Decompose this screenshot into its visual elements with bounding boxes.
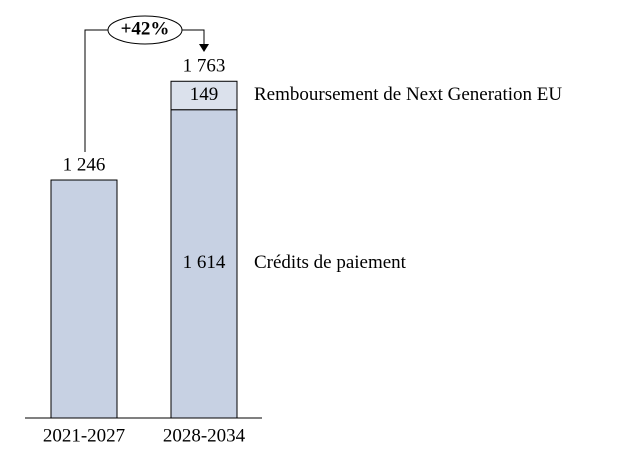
annotation-connector bbox=[182, 29, 205, 46]
bar-segment bbox=[50, 179, 118, 419]
annotation-connector bbox=[84, 29, 108, 152]
value-label: 149 bbox=[190, 84, 219, 105]
annotation-ellipse bbox=[107, 15, 183, 45]
total-label: 1 246 bbox=[63, 154, 106, 175]
annotation: +42% bbox=[121, 18, 170, 39]
annotation-arrow bbox=[199, 44, 209, 52]
total-label: 1 763 bbox=[183, 56, 226, 77]
value-label: 1 614 bbox=[183, 252, 226, 273]
x-tick-label: 2028-2034 bbox=[163, 425, 246, 446]
x-tick-label: 2021-2027 bbox=[43, 425, 125, 446]
legend-label: Crédits de paiement bbox=[254, 252, 407, 273]
bar-segment bbox=[170, 109, 238, 419]
legend-label: Remboursement de Next Generation EU bbox=[254, 84, 562, 105]
bar-segment bbox=[170, 80, 238, 111]
